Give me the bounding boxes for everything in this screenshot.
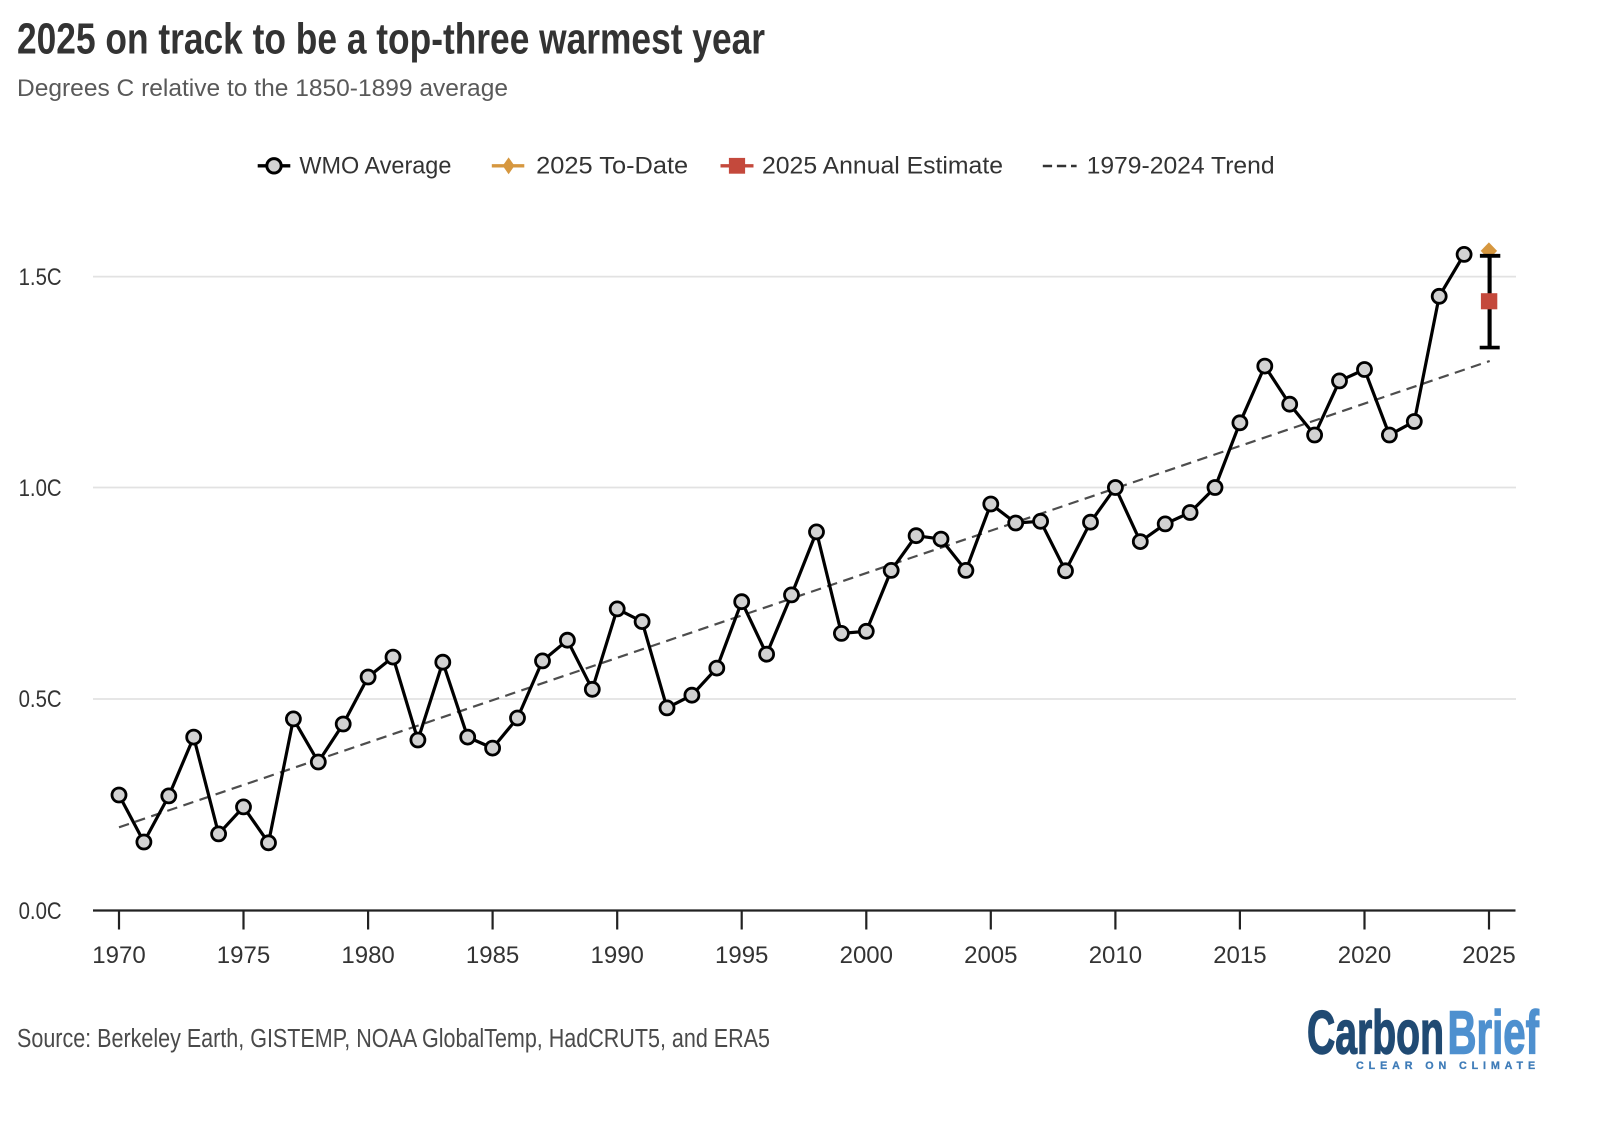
svg-text:1979-2024 Trend: 1979-2024 Trend bbox=[1087, 152, 1275, 179]
svg-text:2025: 2025 bbox=[1462, 942, 1515, 969]
svg-text:2025 on track to be a top-thre: 2025 on track to be a top-three warmest … bbox=[17, 15, 765, 64]
svg-text:1985: 1985 bbox=[466, 942, 519, 969]
svg-text:1970: 1970 bbox=[92, 942, 145, 969]
svg-text:2020: 2020 bbox=[1338, 942, 1391, 969]
svg-text:2010: 2010 bbox=[1089, 942, 1142, 969]
svg-text:CLEAR ON CLIMATE: CLEAR ON CLIMATE bbox=[1356, 1060, 1540, 1072]
svg-text:Carbon: Carbon bbox=[1307, 999, 1444, 1068]
svg-text:WMO Average: WMO Average bbox=[299, 152, 451, 179]
svg-text:Degrees C relative to the 1850: Degrees C relative to the 1850-1899 aver… bbox=[17, 75, 508, 102]
svg-text:1.5C: 1.5C bbox=[19, 264, 62, 291]
svg-text:0.5C: 0.5C bbox=[19, 686, 62, 713]
svg-text:2015: 2015 bbox=[1213, 942, 1266, 969]
svg-text:Source: Berkeley Earth, GISTEM: Source: Berkeley Earth, GISTEMP, NOAA Gl… bbox=[17, 1025, 770, 1053]
svg-text:1995: 1995 bbox=[715, 942, 768, 969]
svg-text:1980: 1980 bbox=[341, 942, 394, 969]
svg-text:Brief: Brief bbox=[1448, 999, 1540, 1068]
svg-text:2025 To-Date: 2025 To-Date bbox=[536, 152, 688, 179]
svg-text:1.0C: 1.0C bbox=[19, 475, 62, 502]
svg-text:0.0C: 0.0C bbox=[19, 898, 62, 925]
svg-text:1990: 1990 bbox=[591, 942, 644, 969]
svg-text:2000: 2000 bbox=[840, 942, 893, 969]
svg-text:1975: 1975 bbox=[217, 942, 270, 969]
svg-text:2005: 2005 bbox=[964, 942, 1017, 969]
svg-text:2025 Annual Estimate: 2025 Annual Estimate bbox=[762, 152, 1003, 179]
